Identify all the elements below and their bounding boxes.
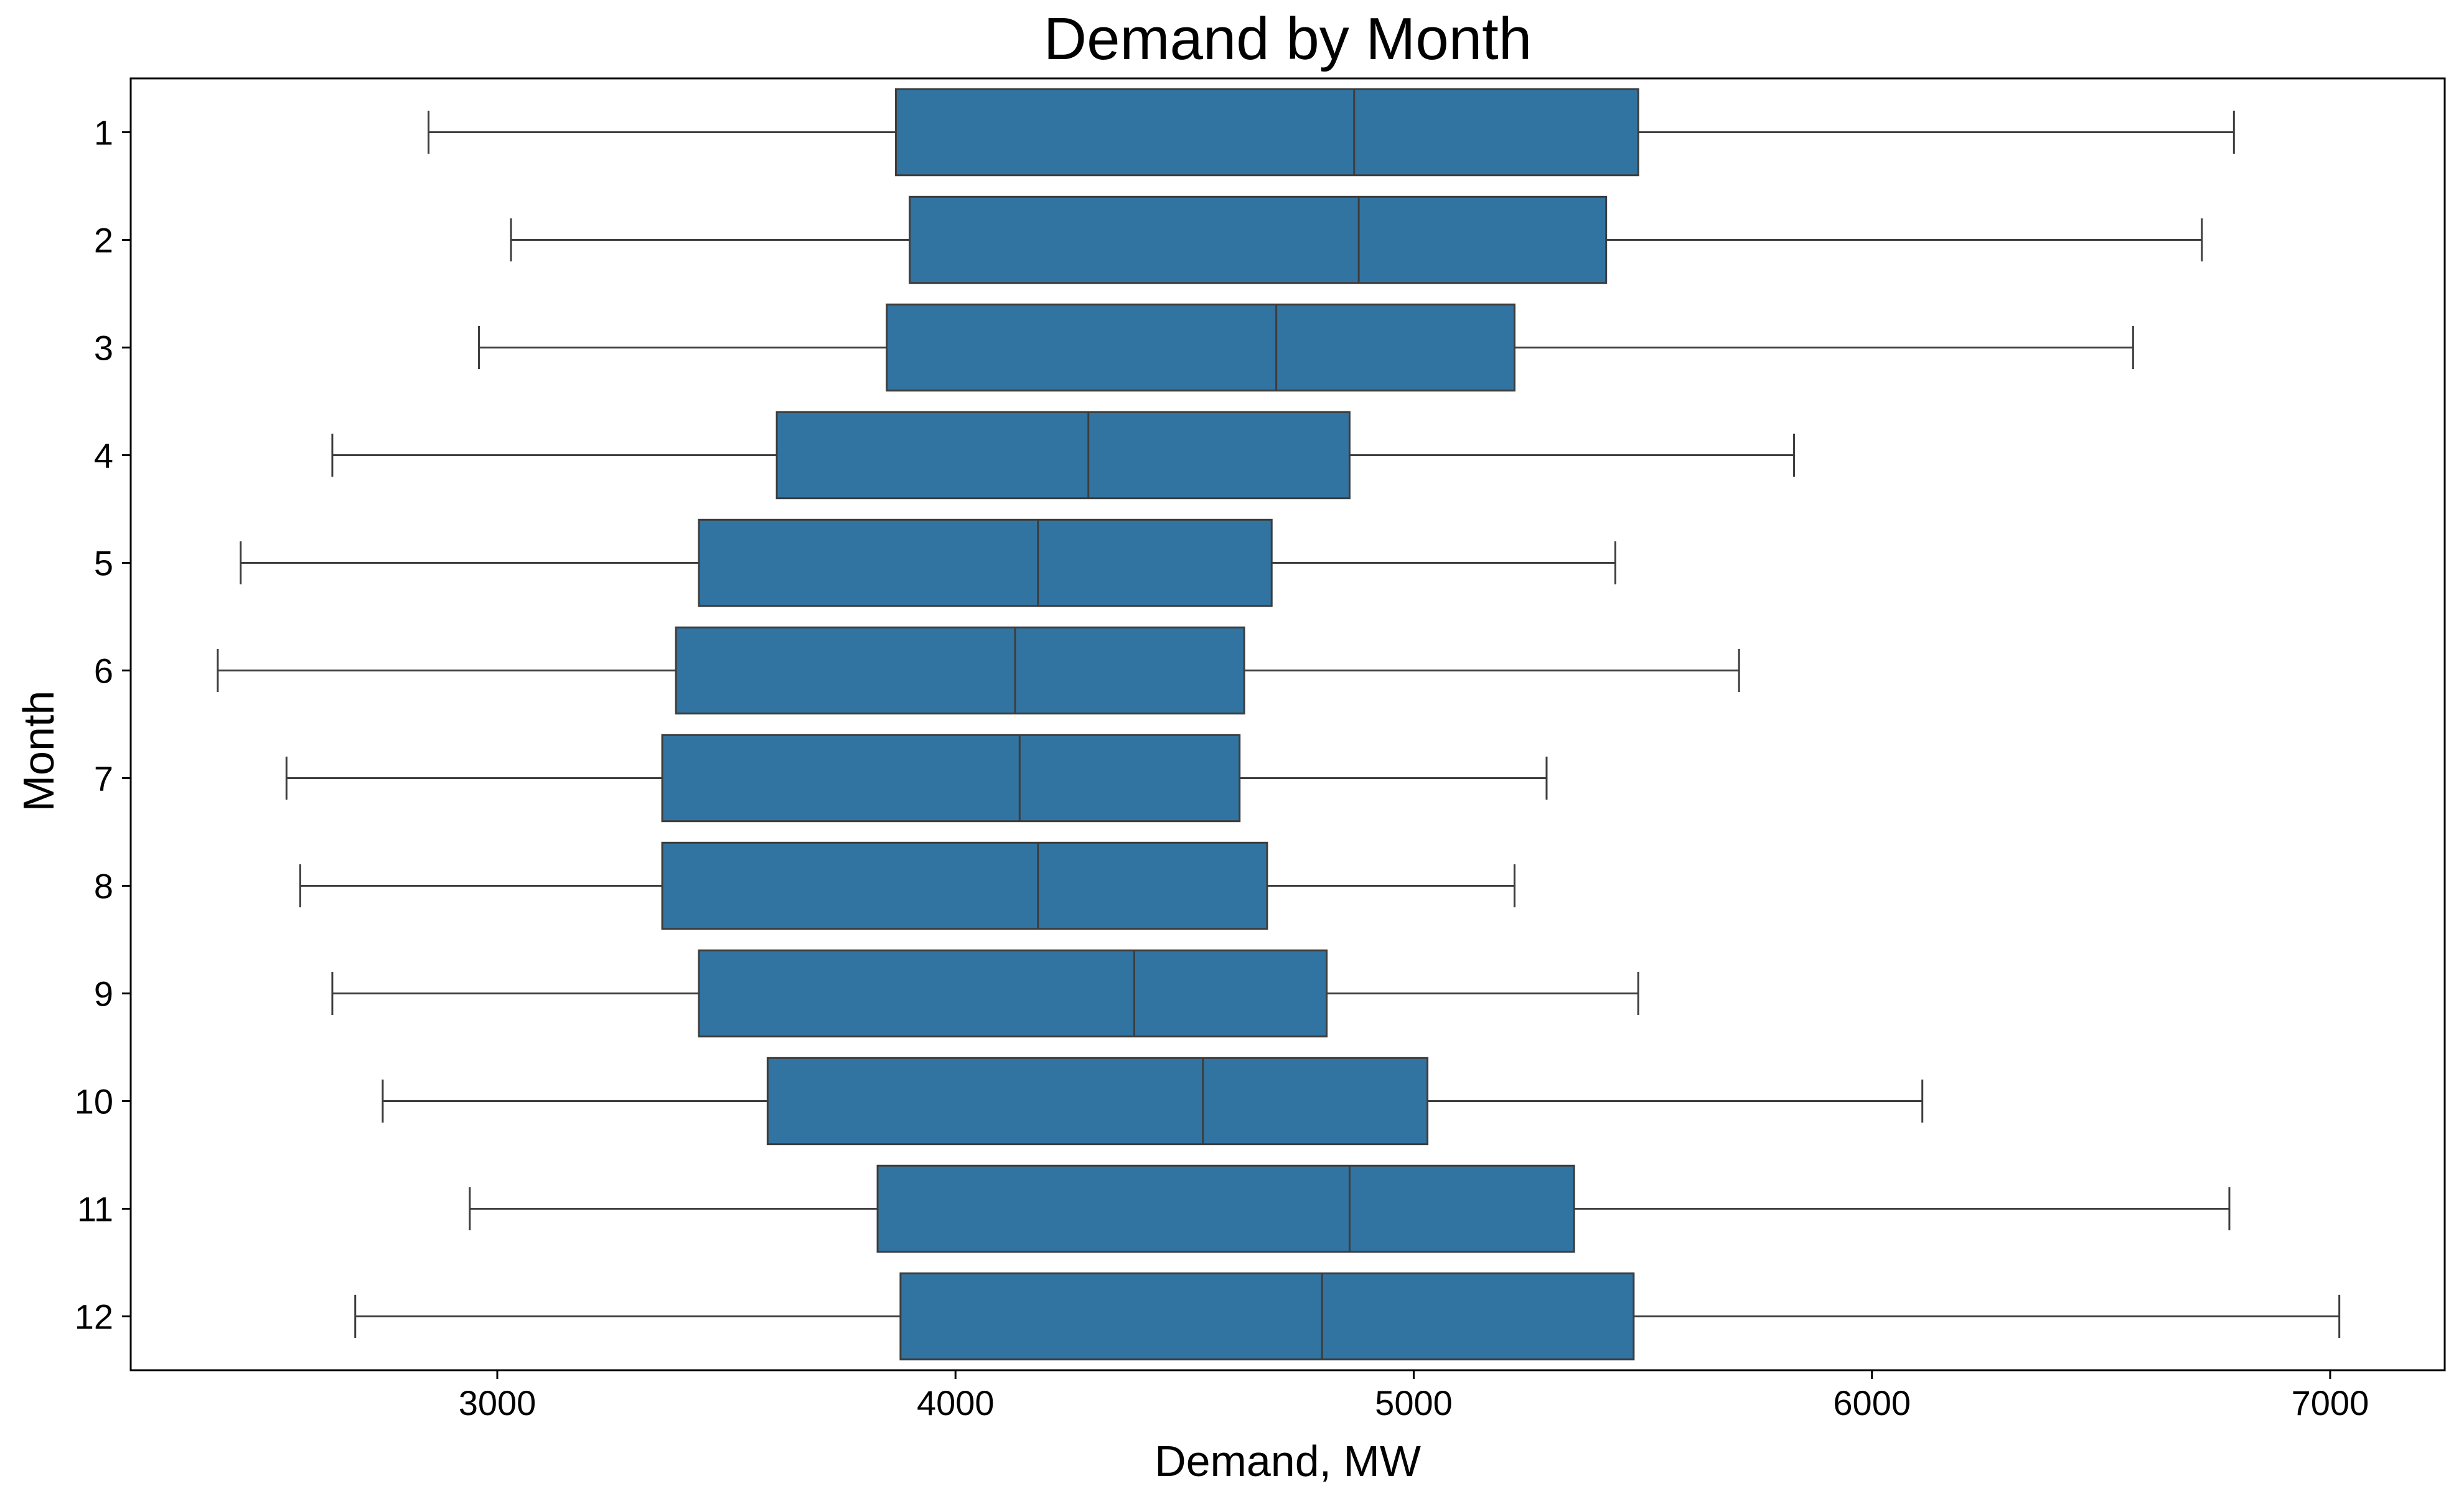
y-tick-label: 12 — [75, 1297, 113, 1337]
box-month-6 — [217, 626, 1740, 715]
iqr-box — [698, 518, 1273, 607]
box-month-10 — [382, 1057, 1924, 1146]
iqr-box — [698, 949, 1328, 1038]
iqr-box — [661, 734, 1241, 823]
box-month-1 — [428, 88, 2235, 177]
x-tick-label: 4000 — [917, 1383, 995, 1422]
x-tick-label: 7000 — [2292, 1383, 2369, 1422]
y-tick-label: 10 — [75, 1082, 113, 1121]
x-tick-label: 6000 — [1833, 1383, 1911, 1422]
x-tick-label: 5000 — [1375, 1383, 1453, 1422]
box-month-12 — [354, 1272, 2341, 1361]
iqr-box — [675, 626, 1245, 715]
x-axis-label: Demand, MW — [1155, 1437, 1421, 1485]
box-month-3 — [478, 303, 2134, 392]
y-tick-label: 5 — [94, 544, 113, 583]
y-tick-label: 3 — [94, 329, 113, 368]
y-axis-label: Month — [14, 691, 63, 812]
iqr-box — [895, 88, 1639, 177]
box-month-4 — [331, 411, 1796, 500]
box-month-7 — [285, 734, 1548, 823]
x-axis-ticks: 3000 4000 5000 6000 7000 — [459, 1370, 2369, 1422]
y-tick-label: 7 — [94, 759, 113, 798]
iqr-box — [909, 195, 1608, 284]
y-tick-label: 2 — [94, 221, 113, 260]
box-month-2 — [510, 195, 2203, 284]
iqr-box — [661, 841, 1268, 930]
plot-frame — [129, 77, 2446, 1371]
iqr-box — [775, 411, 1351, 500]
iqr-box — [766, 1057, 1429, 1146]
y-tick-label: 8 — [94, 867, 113, 906]
box-month-8 — [299, 841, 1515, 930]
box-month-5 — [240, 518, 1616, 607]
box-month-9 — [331, 949, 1639, 1038]
box-month-11 — [469, 1164, 2231, 1253]
y-tick-label: 11 — [77, 1190, 113, 1229]
chart-title: Demand by Month — [1044, 6, 1532, 72]
y-tick-label: 6 — [94, 652, 113, 691]
plot-area — [217, 88, 2341, 1361]
x-tick-label: 3000 — [459, 1383, 536, 1422]
iqr-box — [886, 303, 1515, 392]
iqr-box — [876, 1164, 1575, 1253]
y-tick-label: 9 — [94, 974, 113, 1014]
y-tick-label: 4 — [94, 436, 113, 475]
y-tick-label: 1 — [94, 113, 113, 152]
iqr-box — [899, 1272, 1635, 1361]
